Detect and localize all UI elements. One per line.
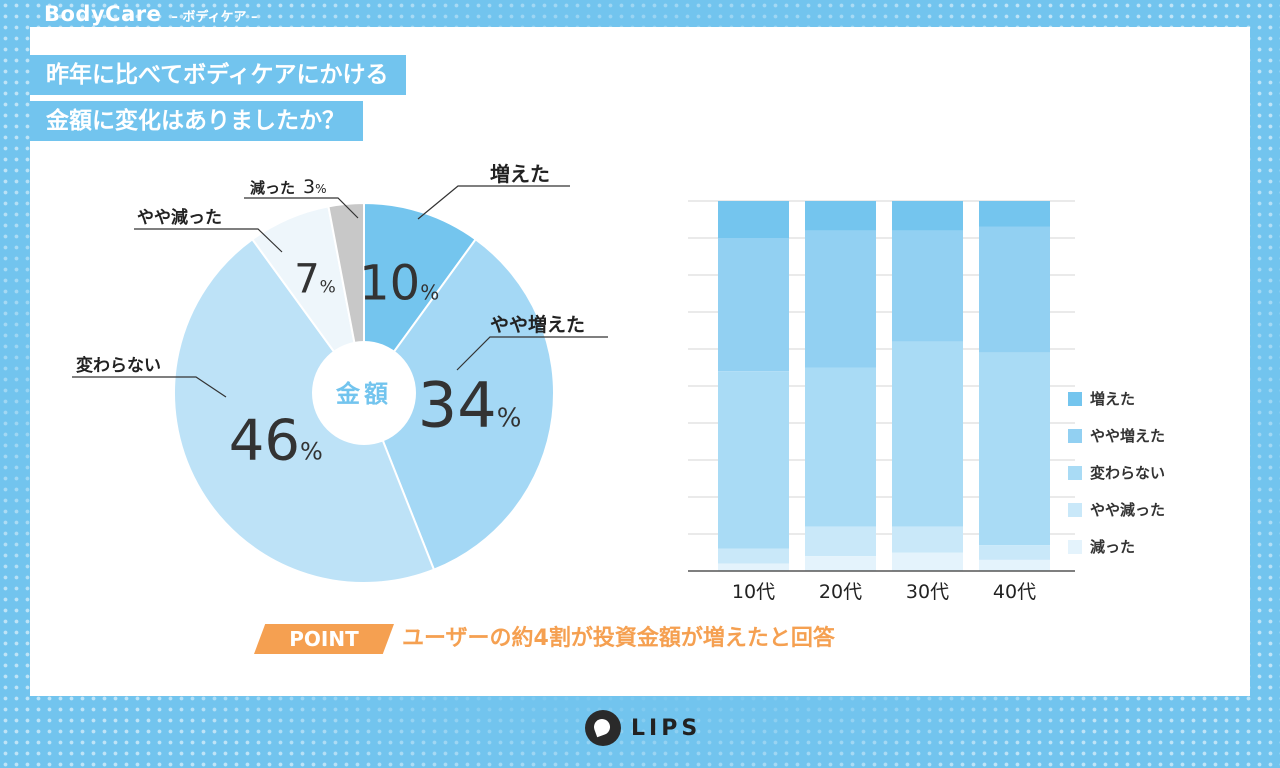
point-text: ユーザーの約4割が投資金額が増えたと回答 bbox=[402, 626, 835, 651]
pie-center-hole bbox=[312, 341, 416, 445]
bar-segment bbox=[718, 238, 789, 372]
bar-segment bbox=[805, 556, 876, 571]
bar-segment bbox=[892, 552, 963, 571]
legend-swatch bbox=[1068, 391, 1082, 406]
bar-segment bbox=[718, 201, 789, 238]
bar-segment bbox=[892, 201, 963, 231]
legend-item: やや増えた bbox=[1068, 417, 1165, 454]
pie-leader-line bbox=[134, 228, 283, 253]
x-tick-label: 30代 bbox=[906, 581, 949, 603]
legend-swatch bbox=[1068, 465, 1082, 480]
question-line-2: 金額に変化はありましたか？ bbox=[30, 101, 363, 141]
pie-leader-line bbox=[72, 376, 227, 398]
pie-slice bbox=[173, 237, 436, 584]
bar-segment bbox=[805, 201, 876, 231]
bar-segment bbox=[979, 559, 1050, 571]
bar-segment bbox=[805, 526, 876, 557]
legend-swatch bbox=[1068, 502, 1082, 517]
legend-item: 減った bbox=[1068, 528, 1165, 565]
pie-category-label: 減った bbox=[250, 179, 295, 197]
bar-segment bbox=[718, 548, 789, 564]
pie-category-label: やや増えた bbox=[490, 313, 585, 336]
header: BodyCare – ボディケア – bbox=[44, 2, 258, 26]
bar-segment bbox=[979, 352, 1050, 546]
stacked-bar-chart: 10代 20代 30代 40代 bbox=[688, 200, 1075, 603]
lips-logo-icon bbox=[585, 710, 621, 746]
legend-label: 増えた bbox=[1090, 390, 1136, 408]
pie-category-label: 増えた bbox=[490, 162, 550, 186]
legend-label: やや増えた bbox=[1090, 427, 1166, 445]
bar-segment bbox=[805, 230, 876, 368]
legend-label: 減った bbox=[1090, 538, 1136, 556]
legend-label: 変わらない bbox=[1090, 464, 1166, 482]
pie-leader-line bbox=[417, 185, 570, 220]
bar-segment bbox=[892, 526, 963, 553]
pie-leader-line bbox=[456, 336, 608, 371]
brand-title: BodyCare bbox=[44, 2, 162, 26]
legend-swatch bbox=[1068, 539, 1082, 554]
question-line-1: 昨年に比べてボディケアにかける bbox=[30, 55, 407, 95]
bar-legend: 増えた やや増えた 変わらない やや減った 減った bbox=[1068, 380, 1165, 565]
pie-category-label: 変わらない bbox=[76, 355, 161, 376]
bar-segment bbox=[718, 371, 789, 549]
pie-slice bbox=[363, 201, 478, 397]
brand-subtitle: – ボディケア – bbox=[171, 10, 258, 25]
pie-value-label: 7% bbox=[294, 257, 336, 303]
bar-segment bbox=[979, 201, 1050, 227]
legend-swatch bbox=[1068, 428, 1082, 443]
pie-center-label: 金額 bbox=[335, 380, 392, 408]
bar-segment bbox=[892, 341, 963, 527]
pie-value-label: 46% bbox=[229, 409, 323, 474]
pie-slice bbox=[362, 237, 555, 571]
x-tick-label: 10代 bbox=[732, 581, 775, 603]
x-tick-label: 40代 bbox=[993, 581, 1036, 603]
logo-text: LIPS bbox=[631, 715, 702, 741]
bar-segment bbox=[718, 563, 789, 571]
footer-logo: LIPS bbox=[585, 710, 701, 746]
pie-value-label: 34% bbox=[418, 368, 522, 441]
legend-item: やや減った bbox=[1068, 491, 1165, 528]
legend-item: 変わらない bbox=[1068, 454, 1165, 491]
pie-category-label: やや減った bbox=[137, 207, 222, 228]
legend-item: 増えた bbox=[1068, 380, 1165, 417]
bar-segment bbox=[979, 226, 1050, 353]
bar-segment bbox=[805, 367, 876, 527]
pie-leader-line bbox=[244, 197, 359, 219]
bar-segment bbox=[892, 230, 963, 342]
point-badge: POINT bbox=[254, 624, 394, 654]
pie-value-label: 10% bbox=[359, 256, 439, 312]
bar-segment bbox=[979, 545, 1050, 560]
pie-value-label: 3% bbox=[303, 176, 327, 198]
legend-label: やや減った bbox=[1090, 501, 1166, 519]
x-tick-label: 20代 bbox=[819, 581, 862, 603]
